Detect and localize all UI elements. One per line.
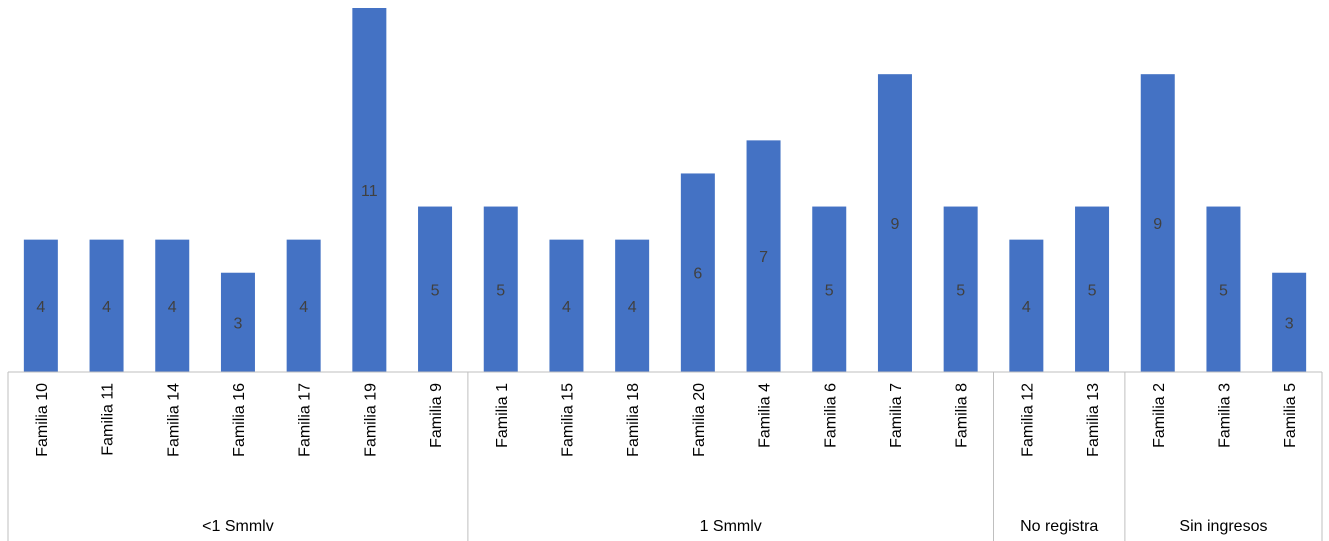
group-label: No registra bbox=[1020, 518, 1098, 535]
data-label: 3 bbox=[233, 315, 242, 332]
data-label: 4 bbox=[628, 299, 637, 316]
bar bbox=[1206, 206, 1241, 372]
bar bbox=[352, 8, 387, 372]
tick-label: Familia 3 bbox=[1216, 383, 1233, 448]
bar bbox=[877, 74, 912, 372]
data-label: 4 bbox=[299, 299, 308, 316]
bar bbox=[286, 239, 321, 372]
bar bbox=[680, 173, 715, 372]
group-label: Sin ingresos bbox=[1179, 518, 1267, 535]
data-label: 5 bbox=[1088, 282, 1097, 299]
data-label: 4 bbox=[168, 299, 177, 316]
bar bbox=[89, 239, 124, 372]
data-label: 5 bbox=[431, 282, 440, 299]
data-label: 4 bbox=[1022, 299, 1031, 316]
tick-label: Familia 19 bbox=[362, 383, 379, 457]
data-label: 9 bbox=[890, 216, 899, 233]
data-label: 11 bbox=[361, 183, 378, 200]
tick-label: Familia 20 bbox=[691, 383, 708, 457]
data-label: 4 bbox=[562, 299, 571, 316]
tick-label: Familia 9 bbox=[428, 383, 445, 448]
bar bbox=[418, 206, 453, 372]
bar bbox=[615, 239, 650, 372]
tick-label: Familia 12 bbox=[1019, 383, 1036, 457]
bar bbox=[943, 206, 978, 372]
data-label: 6 bbox=[693, 266, 702, 283]
tick-label: Familia 2 bbox=[1151, 383, 1168, 448]
bar bbox=[220, 272, 255, 372]
tick-label: Familia 18 bbox=[625, 383, 642, 457]
data-label: 5 bbox=[956, 282, 965, 299]
group-label: <1 Smmlv bbox=[202, 518, 274, 535]
tick-label: Familia 5 bbox=[1282, 383, 1299, 448]
tick-label: Familia 16 bbox=[231, 383, 248, 457]
bar bbox=[23, 239, 58, 372]
tick-label: Familia 6 bbox=[822, 383, 839, 448]
bar bbox=[1272, 272, 1307, 372]
tick-label: Familia 7 bbox=[888, 383, 905, 448]
tick-label: Familia 1 bbox=[494, 383, 511, 448]
data-label: 3 bbox=[1285, 315, 1294, 332]
bar bbox=[549, 239, 584, 372]
bar bbox=[1009, 239, 1044, 372]
tick-label: Familia 13 bbox=[1085, 383, 1102, 457]
group-labels-layer: <1 Smmlv 1 Smmlv No registra Sin ingresos bbox=[202, 518, 1267, 535]
bar bbox=[155, 239, 190, 372]
tick-label: Familia 11 bbox=[100, 383, 117, 456]
tick-label: Familia 15 bbox=[559, 383, 576, 457]
tick-label: Familia 8 bbox=[954, 383, 971, 448]
group-label: 1 Smmlv bbox=[700, 518, 762, 535]
data-label: 5 bbox=[496, 282, 505, 299]
data-labels-layer: 4 4 4 3 4 11 5 5 4 4 6 7 5 9 5 4 5 9 5 3 bbox=[36, 183, 1293, 332]
data-label: 9 bbox=[1153, 216, 1162, 233]
tick-label: Familia 17 bbox=[297, 383, 314, 457]
bars-layer bbox=[23, 8, 1307, 372]
bar bbox=[812, 206, 847, 372]
data-label: 5 bbox=[825, 282, 834, 299]
bar bbox=[746, 140, 781, 372]
tick-label: Familia 10 bbox=[34, 383, 51, 457]
data-label: 4 bbox=[102, 299, 111, 316]
tick-label: Familia 14 bbox=[165, 383, 182, 457]
data-label: 7 bbox=[759, 249, 768, 266]
bar bbox=[483, 206, 518, 372]
bar bbox=[1075, 206, 1110, 372]
tick-labels-layer: Familia 10 Familia 11 Familia 14 Familia 16… bbox=[34, 383, 1299, 457]
data-label: 4 bbox=[36, 299, 45, 316]
bar bbox=[1140, 74, 1175, 372]
tick-label: Familia 4 bbox=[757, 383, 774, 448]
category-axis bbox=[7, 371, 1323, 541]
data-label: 5 bbox=[1219, 282, 1228, 299]
